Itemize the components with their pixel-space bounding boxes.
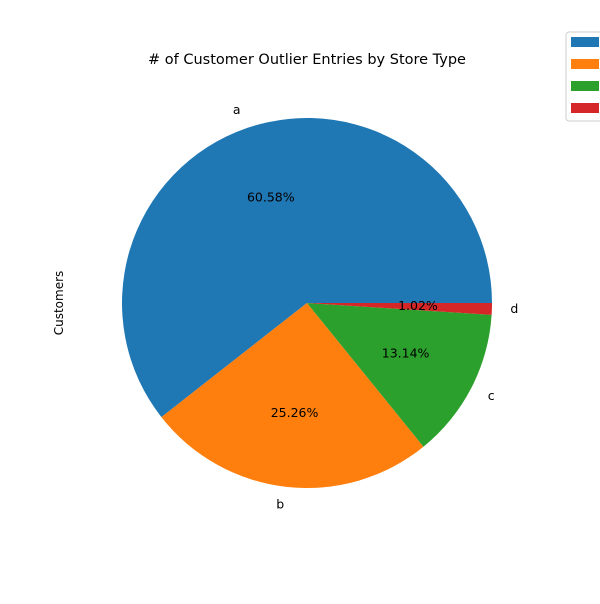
category-labels: a b c d xyxy=(233,102,518,512)
category-label-d: d xyxy=(510,301,518,316)
legend-frame xyxy=(565,31,600,122)
percent-label-d: 1.02% xyxy=(398,298,438,313)
category-label-a: a xyxy=(233,102,241,117)
percent-label-b: 25.26% xyxy=(271,405,319,420)
percent-label-c: 13.14% xyxy=(382,345,430,360)
pie-slice-c xyxy=(307,303,492,447)
legend-swatch-a xyxy=(571,37,599,47)
legend xyxy=(565,31,600,122)
percent-labels: 60.58% 25.26% 13.14% 1.02% xyxy=(247,190,438,420)
percent-label-a: 60.58% xyxy=(247,190,295,205)
pie-slice-b xyxy=(161,303,424,488)
category-label-c: c xyxy=(488,388,495,403)
pie-slices xyxy=(122,118,492,488)
chart-title: # of Customer Outlier Entries by Store T… xyxy=(148,52,466,68)
legend-swatch-d xyxy=(571,103,599,113)
y-axis-label: Customers xyxy=(52,271,66,336)
category-label-b: b xyxy=(276,497,284,512)
legend-swatch-b xyxy=(571,59,599,69)
legend-swatch-c xyxy=(571,81,599,91)
pie-slice-d xyxy=(307,303,492,315)
pie-slice-a xyxy=(122,118,492,418)
